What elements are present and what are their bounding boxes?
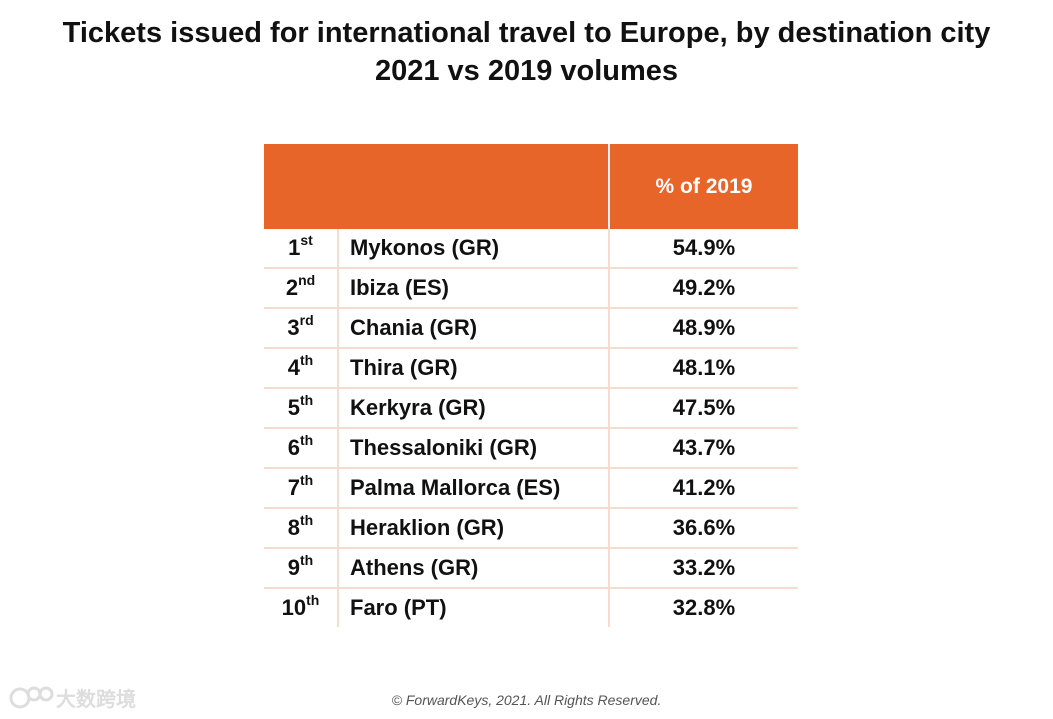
rank-number: 1 xyxy=(288,235,301,260)
rank-cell: 3rd xyxy=(264,308,339,349)
city-cell: Kerkyra (GR) xyxy=(338,388,610,429)
pct-cell: 36.6% xyxy=(609,508,798,549)
rank-cell: 10th xyxy=(264,588,339,627)
rank-cell: 8th xyxy=(264,508,339,549)
pct-cell: 41.2% xyxy=(609,468,798,509)
rank-suffix: th xyxy=(300,351,314,368)
table-row: 2nd Ibiza (ES) 49.2% xyxy=(264,268,798,309)
ranking-table: % of 2019 1st Mykonos (GR) 54.9% 2nd Ibiza (… xyxy=(264,144,798,627)
city-cell: Ibiza (ES) xyxy=(338,268,610,309)
rank-suffix: th xyxy=(300,431,314,448)
table-row: 5th Kerkyra (GR) 47.5% xyxy=(264,388,798,429)
rank-number: 3 xyxy=(287,315,300,340)
pct-cell: 32.8% xyxy=(672,595,736,620)
pct-cell: 33.2% xyxy=(609,548,798,589)
rank-number: 2 xyxy=(285,275,299,300)
pct-cell: 54.9% xyxy=(609,229,798,269)
rank-suffix: th xyxy=(300,391,314,408)
rank-number: 9 xyxy=(287,555,301,580)
rank-suffix: th xyxy=(300,551,314,568)
rank-suffix: nd xyxy=(298,271,316,288)
city-cell: Heraklion (GR) xyxy=(338,508,610,549)
pct-cell: 47.5% xyxy=(609,388,798,429)
table-body: 1st Mykonos (GR) 54.9% 2nd Ibiza (ES) 49.2% 3r… xyxy=(264,229,798,627)
logo-icon: 大数跨境 xyxy=(9,686,136,711)
rank-number: 6 xyxy=(287,435,301,460)
table-row: 9th Athens (GR) 33.2% xyxy=(264,548,798,589)
city-cell: Faro (PT) xyxy=(338,588,610,627)
rank-suffix: th xyxy=(306,591,320,608)
rank-number: 4 xyxy=(287,355,301,380)
city-cell: Thira (GR) xyxy=(338,348,610,389)
watermark-text: 大数跨境 xyxy=(56,687,136,711)
rank-number: 8 xyxy=(287,515,301,540)
pct-cell: 48.9% xyxy=(609,308,798,349)
header-pct-of-2019: % of 2019 xyxy=(609,144,798,229)
table-row: 4th Thira (GR) 48.1% xyxy=(264,348,798,389)
rank-suffix: st xyxy=(300,231,313,248)
rank-suffix: th xyxy=(300,471,314,488)
chart-subtitle: 2021 vs 2019 volumes xyxy=(374,55,679,87)
table-row: 6th Thessaloniki (GR) 43.7% xyxy=(264,428,798,469)
city-cell: Chania (GR) xyxy=(338,308,610,349)
table-row: 3rd Chania (GR) 48.9% xyxy=(264,308,798,349)
rank-cell: 5th xyxy=(264,388,339,429)
rank-cell: 4th xyxy=(264,348,339,389)
rank-cell: 1st xyxy=(264,229,339,269)
table-row: 10th Faro (PT) 32.8% xyxy=(264,588,798,627)
copyright-footer: © ForwardKeys, 2021. All Rights Reserved… xyxy=(391,692,662,708)
rank-suffix: rd xyxy=(299,311,314,328)
rank-number: 10 xyxy=(281,595,307,620)
pct-cell: 43.7% xyxy=(609,428,798,469)
rank-cell: 9th xyxy=(264,548,339,589)
city-cell: Mykonos (GR) xyxy=(338,229,610,269)
rank-cell: 6th xyxy=(264,428,339,469)
table-header-row: % of 2019 xyxy=(264,144,798,229)
pct-cell: 49.2% xyxy=(609,268,798,309)
header-blank-cell xyxy=(264,144,610,229)
table-row: 7th Palma Mallorca (ES) 41.2% xyxy=(264,468,798,509)
watermark: 大数跨境 xyxy=(8,682,148,714)
rank-number: 7 xyxy=(287,475,301,500)
rank-cell: 7th xyxy=(264,468,339,509)
rank-number: 5 xyxy=(287,395,301,420)
rank-cell: 2nd xyxy=(264,268,339,309)
pct-cell: 48.1% xyxy=(609,348,798,389)
table-row: 8th Heraklion (GR) 36.6% xyxy=(264,508,798,549)
table-row: 1st Mykonos (GR) 54.9% xyxy=(264,229,798,269)
city-cell: Thessaloniki (GR) xyxy=(338,428,610,469)
city-cell: Palma Mallorca (ES) xyxy=(338,468,610,509)
chart-title-line1: Tickets issued for international travel … xyxy=(62,17,991,49)
chart-title: Tickets issued for international travel … xyxy=(0,14,1053,90)
rank-suffix: th xyxy=(300,511,314,528)
city-cell: Athens (GR) xyxy=(338,548,610,589)
